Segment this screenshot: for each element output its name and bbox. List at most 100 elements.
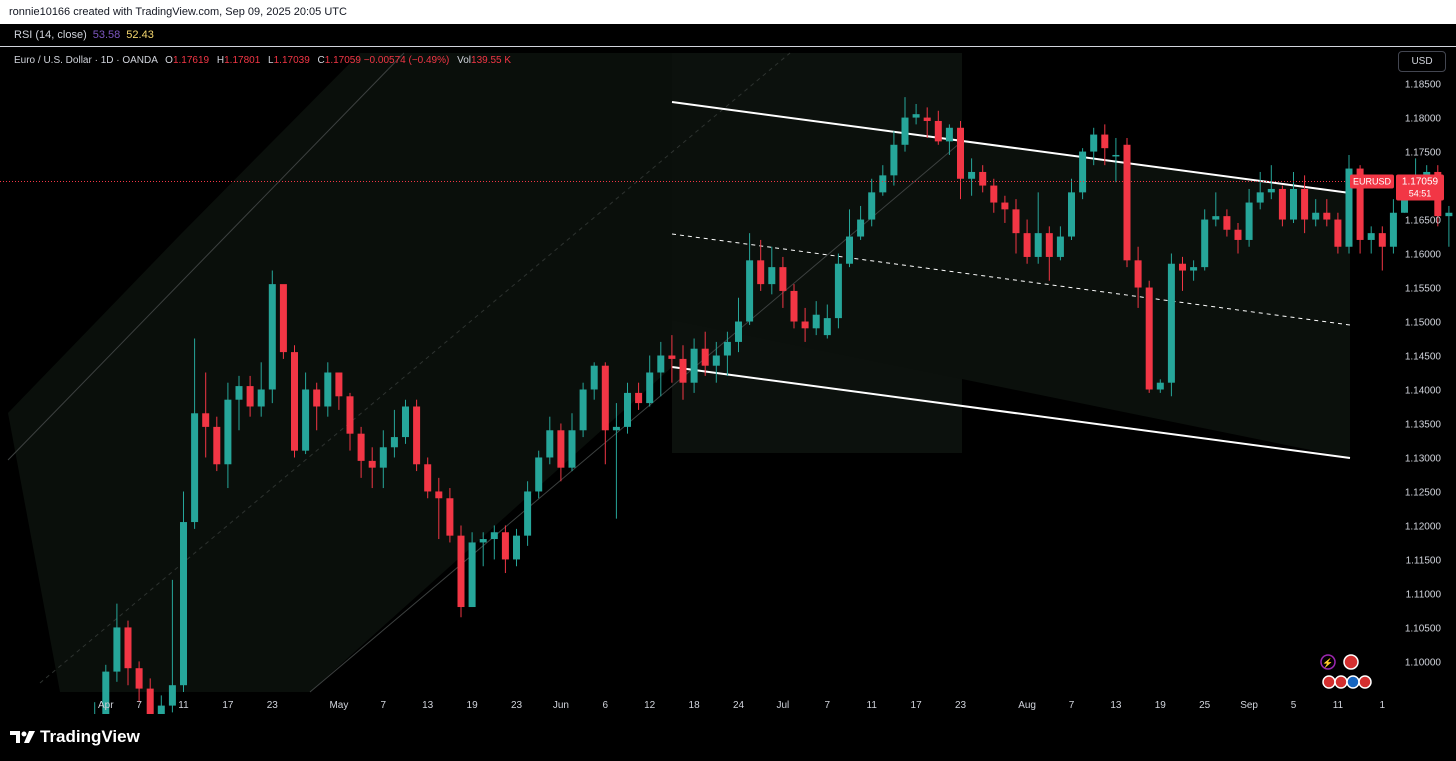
event-icons[interactable]: ⚡ (1320, 654, 1372, 689)
currency-button[interactable]: USD (1398, 51, 1446, 72)
candle-body (1278, 188, 1286, 220)
candle-body (402, 406, 409, 438)
rsi-pane[interactable]: RSI (14, close) 53.58 52.43 (0, 24, 1456, 47)
candle (490, 525, 498, 560)
candle-body (1068, 192, 1075, 237)
time-tick-label: Aug (1018, 700, 1036, 711)
price-tick-label: 1.11500 (1406, 555, 1442, 566)
candle-body (235, 386, 243, 400)
candle-body (857, 219, 865, 237)
candle-body (757, 260, 765, 285)
candle-body (279, 284, 287, 353)
candle-body (657, 355, 665, 373)
candle-body (224, 399, 232, 465)
tradingview-logo-icon (10, 731, 35, 743)
time-tick-label: 1 (1380, 700, 1386, 711)
candle-body (1245, 202, 1253, 240)
price-tick-label: 1.10500 (1405, 623, 1442, 634)
candle (568, 413, 576, 472)
us-flag-icon[interactable] (1334, 675, 1348, 689)
candle (990, 178, 998, 213)
candle (1201, 209, 1209, 271)
middle-ascending-line[interactable] (39, 52, 791, 684)
candle (346, 392, 354, 451)
upper-channel-line[interactable] (671, 101, 1351, 194)
candle (524, 481, 532, 546)
candle (1145, 280, 1153, 393)
candle (601, 362, 609, 465)
candle-body (313, 389, 321, 407)
candle (424, 457, 432, 499)
candle (1101, 124, 1109, 166)
us-flag-icon[interactable] (1358, 675, 1372, 689)
time-tick-label: 7 (825, 700, 831, 711)
candle (668, 335, 676, 383)
eu-flag-icon[interactable] (1346, 675, 1360, 689)
symbol-tag: EURUSD (1353, 177, 1392, 187)
trendline-drawings[interactable] (7, 52, 1351, 693)
lower-channel-line[interactable] (671, 366, 1351, 459)
candle-body (302, 389, 310, 451)
symbol-name[interactable]: Euro / U.S. Dollar · 1D · OANDA (14, 55, 158, 66)
candle (1301, 175, 1309, 234)
candle (513, 528, 520, 567)
candle-body (102, 671, 110, 714)
brand-name: TradingView (40, 727, 140, 746)
lightning-icon[interactable] (1320, 654, 1336, 670)
candle (1445, 205, 1453, 247)
candle (912, 103, 920, 125)
candle-body (390, 437, 398, 448)
candle-body (1190, 267, 1198, 271)
candle-body (1056, 236, 1064, 257)
mid-channel-line[interactable] (671, 233, 1351, 326)
candle (746, 233, 754, 325)
candle (124, 620, 132, 686)
candle-body (635, 392, 643, 404)
candle (279, 284, 287, 359)
time-tick-label: 24 (733, 700, 745, 711)
candle-body (1167, 263, 1175, 383)
candle-body (457, 535, 465, 608)
candle (94, 702, 96, 714)
us-flag-icon[interactable] (1343, 654, 1359, 670)
candle (1112, 137, 1120, 183)
candle (801, 307, 809, 342)
candle-body (1201, 219, 1209, 268)
candle-body (957, 127, 964, 179)
candle-body (1234, 229, 1242, 240)
price-tick-label: 1.16000 (1405, 250, 1442, 261)
time-tick-label: May (329, 700, 348, 711)
candle (557, 423, 565, 482)
candle-body (1256, 192, 1264, 203)
countdown-tag: 54:51 (1409, 189, 1432, 199)
candle (413, 399, 421, 472)
price-tick-label: 1.12000 (1405, 521, 1442, 532)
candles (94, 97, 1453, 714)
brand-logo[interactable]: TradingView (10, 727, 140, 747)
us-flag-icon[interactable] (1322, 675, 1336, 689)
candle-body (1112, 154, 1120, 157)
price-tick-label: 1.14000 (1405, 385, 1442, 396)
candle-body (823, 318, 831, 336)
candle (1345, 154, 1353, 254)
candle (1334, 212, 1342, 254)
candle (1367, 226, 1375, 254)
candle-body (1090, 134, 1098, 152)
candle-body (546, 430, 554, 458)
time-tick-label: 19 (467, 700, 479, 711)
rsi-value: 53.58 (92, 29, 121, 41)
candle-body (135, 668, 143, 689)
candle (735, 297, 742, 353)
upper-ascending-line[interactable] (7, 52, 405, 461)
descending-channel-fill (672, 103, 1350, 458)
price-tick-label: 1.18500 (1405, 80, 1442, 91)
candle-body (1334, 219, 1342, 247)
candle (135, 661, 143, 703)
lower-ascending-line[interactable] (309, 142, 961, 693)
candle (879, 165, 887, 196)
candle (546, 416, 554, 465)
candle (402, 399, 409, 444)
time-axis[interactable]: Apr 7 11 17 23 May 7 13 19 23 Jun 6 12 18 24 Jul 7 11 17 23… (98, 700, 1386, 711)
candle-body (1134, 260, 1142, 288)
price-chart[interactable]: 1.185001.180001.175001.170001.165001.160… (0, 47, 1456, 714)
